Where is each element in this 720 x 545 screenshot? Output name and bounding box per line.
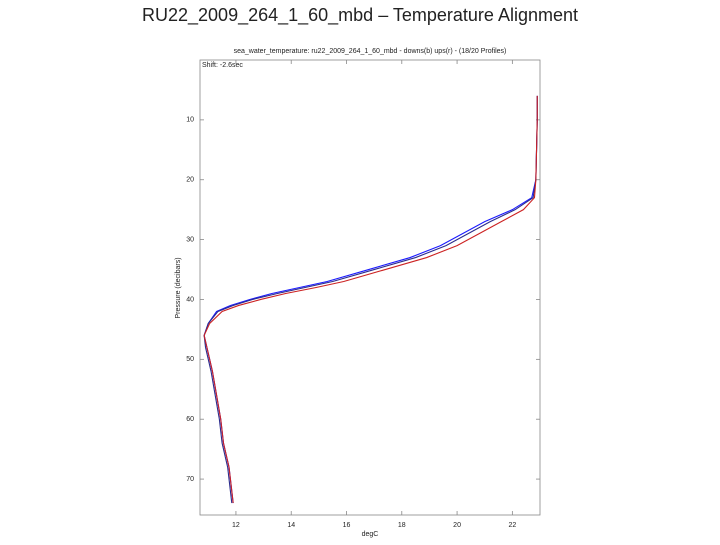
y-tick-label: 30: [186, 236, 194, 243]
profile-line: [203, 95, 538, 504]
x-tick-label: 22: [508, 522, 516, 529]
x-tick-label: 18: [398, 522, 406, 529]
annotation: Shift: -2.6sec: [202, 62, 243, 69]
plot-frame: [199, 59, 541, 516]
y-tick-label: 20: [186, 177, 194, 184]
y-tick-label: 50: [186, 356, 194, 363]
y-tick-label: 70: [186, 476, 194, 483]
y-tick-label: 40: [186, 296, 194, 303]
x-tick-label: 20: [453, 522, 461, 529]
y-tick-label: 10: [186, 117, 194, 124]
x-tick-label: 12: [232, 522, 240, 529]
x-tick-label: 14: [287, 522, 295, 529]
y-axis-label: Pressure (decibars): [175, 257, 182, 318]
x-axis-label: degC: [362, 531, 379, 538]
profile-line: [203, 95, 538, 504]
y-tick-label: 60: [186, 416, 194, 423]
slide-title: RU22_2009_264_1_60_mbd – Temperature Ali…: [142, 5, 578, 26]
x-tick-label: 16: [343, 522, 351, 529]
plot-title: sea_water_temperature: ru22_2009_264_1_6…: [234, 48, 507, 55]
